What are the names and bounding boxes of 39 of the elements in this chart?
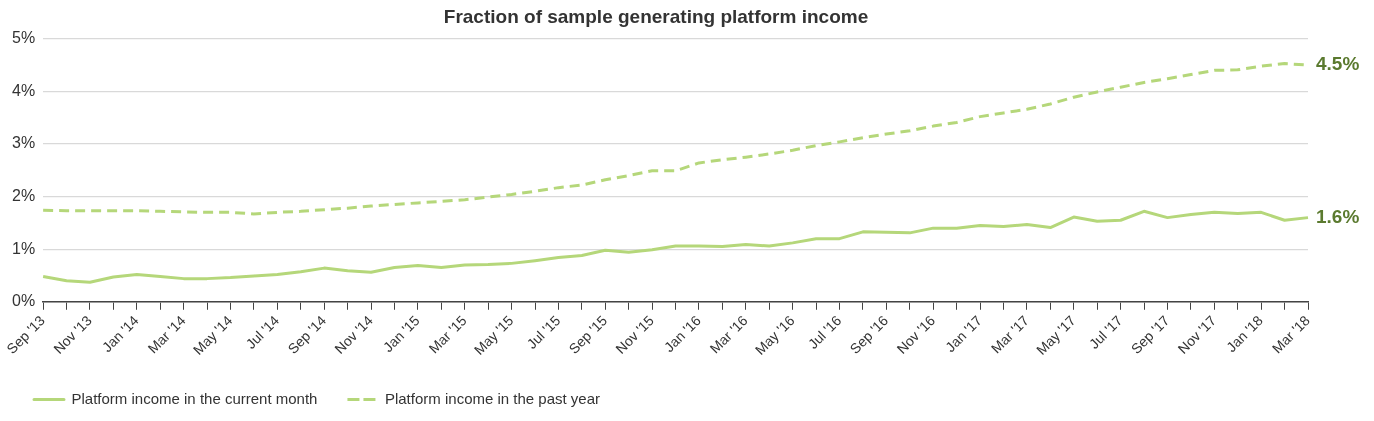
x-tick-label: Sep '13: [3, 312, 49, 357]
annotation: 1.6%: [1316, 205, 1360, 227]
y-tick-label: 0%: [12, 292, 36, 310]
y-tick-label: 4%: [12, 81, 36, 99]
y-tick-label: 3%: [12, 134, 36, 152]
x-tick-label: Jan '18: [1223, 312, 1267, 356]
x-tick-label: May '17: [1032, 312, 1079, 358]
y-tick-label: 1%: [12, 239, 36, 257]
x-tick-label: Jan '16: [660, 312, 704, 356]
annotation: 4.5%: [1316, 53, 1360, 75]
x-tick-label: Mar '14: [144, 312, 189, 357]
x-tick-label: Mar '17: [987, 312, 1032, 357]
legend-label: Platform income in the current month: [71, 389, 318, 407]
y-tick-label: 2%: [12, 186, 36, 204]
x-tick-label: May '15: [470, 312, 517, 358]
x-tick-label: Jan '14: [98, 312, 142, 356]
x-tick-label: Jul '17: [1085, 312, 1126, 352]
x-tick-label: Nov '17: [1174, 312, 1220, 357]
x-tick-label: Jan '17: [941, 312, 986, 356]
x-tick-label: Nov '15: [612, 312, 658, 357]
x-tick-label: Nov '14: [331, 312, 377, 357]
x-tick-label: Sep '16: [846, 312, 892, 357]
x-tick-label: Sep '14: [284, 312, 330, 357]
x-tick-label: Jan '15: [379, 312, 423, 356]
x-tick-label: Mar '16: [706, 312, 751, 357]
x-tick-label: May '16: [751, 312, 798, 358]
x-tick-label: Jul '16: [804, 312, 845, 352]
x-tick-label: May '14: [189, 312, 236, 358]
x-tick-label: Sep '15: [565, 312, 611, 357]
x-tick-label: Mar '18: [1268, 312, 1313, 357]
chart-title: Fraction of sample generating platform income: [443, 5, 869, 27]
x-tick-label: Nov '16: [893, 312, 939, 357]
legend-label: Platform income in the past year: [384, 389, 601, 407]
x-tick-label: Jul '15: [523, 312, 564, 352]
x-tick-label: Nov '13: [50, 312, 95, 357]
y-tick-label: 5%: [12, 29, 36, 47]
x-tick-label: Sep '17: [1127, 312, 1173, 357]
x-tick-label: Jul '14: [242, 312, 283, 352]
x-tick-label: Mar '15: [425, 312, 470, 357]
